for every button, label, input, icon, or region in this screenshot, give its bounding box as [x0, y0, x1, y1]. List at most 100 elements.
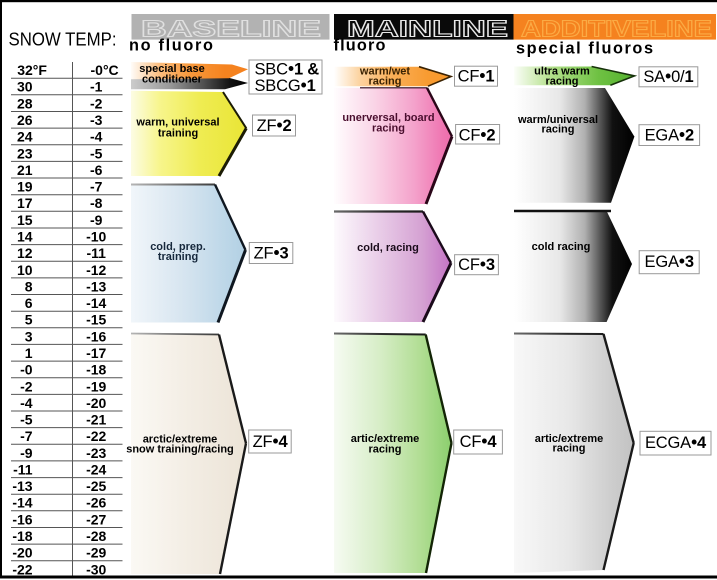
svg-text:training: training	[158, 128, 198, 140]
svg-text:racing: racing	[372, 123, 405, 135]
svg-text:6: 6	[25, 295, 33, 311]
svg-text:racing: racing	[368, 444, 401, 456]
svg-text:arctic/extreme: arctic/extreme	[143, 434, 218, 446]
svg-text:cold, prep.: cold, prep.	[150, 241, 206, 253]
svg-text:21: 21	[17, 162, 33, 178]
svg-text:23: 23	[17, 145, 33, 161]
svg-text:-5: -5	[20, 412, 33, 428]
svg-text:-13: -13	[86, 278, 106, 294]
svg-text:special base: special base	[139, 63, 204, 75]
svg-text:ADDITIVELINE: ADDITIVELINE	[521, 15, 712, 41]
svg-text:-30: -30	[86, 561, 106, 577]
svg-text:cold, racing: cold, racing	[357, 242, 419, 254]
svg-text:-22: -22	[12, 561, 32, 577]
svg-text:28: 28	[17, 95, 33, 111]
svg-text:-2: -2	[20, 378, 33, 394]
svg-text:-13: -13	[12, 478, 32, 494]
svg-text:-7: -7	[20, 428, 33, 444]
svg-text:EGA•2: EGA•2	[645, 125, 694, 145]
svg-text:12: 12	[17, 245, 33, 261]
svg-text:racing: racing	[552, 443, 585, 455]
svg-text:MAINLINE: MAINLINE	[347, 15, 508, 41]
svg-text:-11: -11	[13, 462, 33, 478]
svg-text:ultra warm: ultra warm	[534, 66, 590, 78]
svg-text:ZF•2: ZF•2	[257, 115, 292, 135]
svg-text:-19: -19	[86, 378, 106, 394]
svg-text:-10: -10	[86, 229, 106, 245]
svg-text:-17: -17	[86, 345, 106, 361]
svg-text:-2: -2	[90, 95, 103, 111]
svg-text:-11: -11	[86, 245, 106, 261]
svg-text:-25: -25	[86, 478, 106, 494]
svg-text:artic/extreme: artic/extreme	[535, 433, 604, 445]
svg-text:17: 17	[17, 195, 33, 211]
svg-text:-4: -4	[90, 129, 103, 145]
svg-text:30: 30	[17, 79, 33, 95]
svg-text:-0°C: -0°C	[91, 62, 119, 78]
svg-text:warm/universal: warm/universal	[517, 114, 598, 126]
svg-text:CF•1: CF•1	[458, 66, 495, 86]
svg-text:-27: -27	[86, 511, 106, 527]
svg-text:SBC•1 &: SBC•1 &	[255, 59, 320, 79]
svg-text:-16: -16	[12, 511, 32, 527]
svg-text:-23: -23	[86, 445, 106, 461]
svg-text:ZF•4: ZF•4	[253, 431, 289, 451]
svg-text:8: 8	[25, 278, 33, 294]
svg-text:26: 26	[17, 112, 33, 128]
svg-text:-9: -9	[90, 212, 103, 228]
svg-text:-18: -18	[86, 362, 106, 378]
svg-text:-29: -29	[86, 545, 106, 561]
svg-text:artic/extreme: artic/extreme	[351, 433, 420, 445]
svg-text:-1: -1	[90, 79, 103, 95]
svg-text:training: training	[158, 251, 198, 263]
svg-text:-12: -12	[86, 262, 106, 278]
svg-text:-14: -14	[12, 495, 32, 511]
svg-text:racing: racing	[368, 76, 401, 88]
svg-text:-21: -21	[86, 412, 106, 428]
svg-text:-18: -18	[12, 528, 32, 544]
svg-text:EGA•3: EGA•3	[645, 251, 694, 271]
svg-text:SA•0/1: SA•0/1	[643, 66, 693, 86]
svg-text:-28: -28	[86, 528, 106, 544]
svg-text:special fluoros: special fluoros	[516, 39, 653, 57]
svg-text:BASELINE: BASELINE	[141, 15, 321, 41]
svg-text:warm, universal: warm, universal	[135, 117, 219, 129]
svg-text:15: 15	[17, 212, 33, 228]
svg-text:-7: -7	[90, 179, 103, 195]
svg-text:3: 3	[25, 328, 33, 344]
svg-text:-20: -20	[12, 545, 32, 561]
svg-text:10: 10	[17, 262, 33, 278]
svg-text:CF•2: CF•2	[459, 125, 496, 145]
svg-text:warm/wet: warm/wet	[359, 66, 410, 78]
svg-text:-16: -16	[86, 328, 106, 344]
svg-text:-20: -20	[86, 395, 106, 411]
svg-text:-0: -0	[20, 362, 33, 378]
svg-text:-9: -9	[20, 445, 33, 461]
svg-text:14: 14	[17, 229, 33, 245]
svg-text:-26: -26	[86, 495, 106, 511]
svg-text:-22: -22	[86, 428, 106, 444]
svg-text:19: 19	[17, 179, 33, 195]
svg-text:snow training/racing: snow training/racing	[126, 444, 234, 456]
svg-text:no fluoro: no fluoro	[129, 36, 213, 54]
svg-text:CF•3: CF•3	[458, 254, 495, 274]
svg-text:SBCG•1: SBCG•1	[255, 75, 316, 95]
svg-text:-6: -6	[90, 162, 103, 178]
svg-text:-14: -14	[86, 295, 106, 311]
svg-text:1: 1	[25, 345, 33, 361]
svg-text:5: 5	[25, 312, 33, 328]
svg-text:-5: -5	[90, 145, 103, 161]
svg-text:-3: -3	[90, 112, 103, 128]
svg-text:racing: racing	[545, 76, 578, 88]
svg-text:-4: -4	[20, 395, 33, 411]
svg-text:SNOW TEMP:: SNOW TEMP:	[9, 28, 117, 49]
svg-text:racing: racing	[541, 124, 574, 136]
svg-text:32°F: 32°F	[17, 62, 47, 78]
svg-text:unerversal, board: unerversal, board	[342, 112, 434, 124]
svg-text:conditioner: conditioner	[142, 74, 203, 86]
svg-text:CF•4: CF•4	[460, 431, 498, 451]
svg-text:cold racing: cold racing	[532, 241, 591, 253]
svg-text:-24: -24	[86, 462, 106, 478]
svg-text:24: 24	[17, 129, 33, 145]
svg-text:ZF•3: ZF•3	[254, 243, 289, 263]
